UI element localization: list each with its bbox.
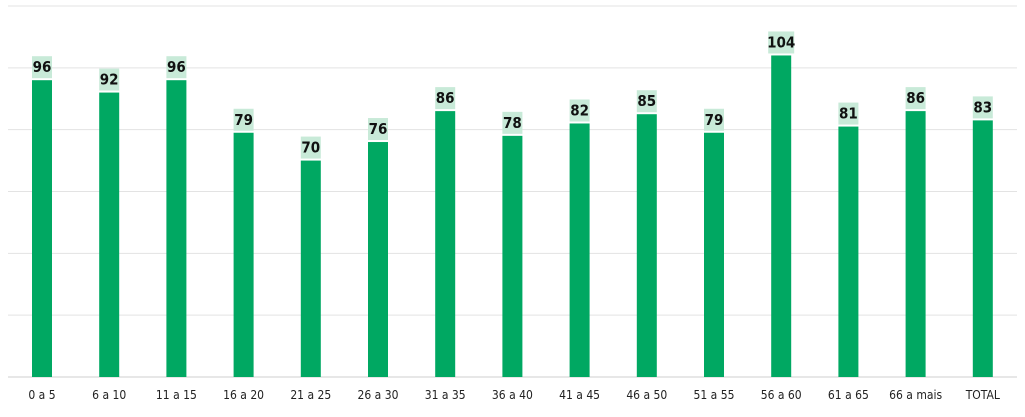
x-tick-label: 56 a 60 (761, 388, 802, 402)
data-label: 86 (906, 89, 925, 107)
x-tick-label: 41 a 45 (559, 388, 600, 402)
data-label-background (905, 87, 926, 110)
bar (905, 111, 926, 377)
bar (166, 80, 187, 377)
data-label-background (99, 68, 120, 91)
data-label: 70 (301, 139, 320, 157)
data-label-background (502, 111, 523, 134)
bar (636, 114, 657, 377)
x-tick-label: TOTAL (965, 388, 1000, 402)
data-label-background (636, 90, 657, 113)
data-label-background (569, 99, 590, 122)
data-label: 83 (973, 98, 992, 116)
data-label: 82 (570, 101, 589, 119)
x-tick-label: 26 a 30 (358, 388, 399, 402)
bar (368, 142, 388, 377)
data-label-background (838, 102, 859, 125)
data-label: 96 (33, 58, 52, 76)
data-label-background (300, 136, 321, 159)
x-tick-label: 16 a 20 (223, 388, 264, 402)
x-tick-label: 51 a 55 (694, 388, 735, 402)
bar (972, 120, 993, 378)
bar (771, 55, 792, 377)
data-label: 104 (767, 33, 795, 51)
bar (569, 123, 590, 377)
data-label: 78 (503, 114, 522, 132)
bar (300, 160, 321, 377)
data-label: 76 (369, 120, 388, 138)
x-tick-label: 31 a 35 (425, 388, 466, 402)
x-tick-label: 61 a 65 (828, 388, 869, 402)
x-axis-tick-labels: 0 a 5 6 a 10 11 a 15 16 a 20 21 a 25 26 a 30 3… (28, 388, 999, 402)
x-tick-label: 11 a 15 (156, 388, 197, 402)
bars (32, 55, 993, 378)
bar (233, 132, 254, 377)
bar (704, 132, 724, 377)
bar (838, 126, 859, 377)
data-label: 85 (637, 92, 656, 110)
bar (32, 80, 52, 377)
bar (502, 135, 523, 377)
bar (99, 92, 120, 378)
data-label-background (435, 87, 456, 110)
data-label-background (704, 108, 724, 131)
data-label-background (32, 56, 52, 79)
data-label: 96 (167, 58, 186, 76)
x-tick-label: 66 a mais (889, 388, 942, 402)
data-label: 86 (436, 89, 455, 107)
x-tick-label: 36 a 40 (492, 388, 533, 402)
data-label: 92 (100, 71, 119, 89)
data-label-background (166, 56, 187, 79)
data-labels: 96 92 96 79 70 76 86 78 82 85 79 104 81 86 83 (32, 31, 993, 159)
data-label: 79 (705, 111, 724, 129)
x-tick-label: 6 a 10 (92, 388, 126, 402)
x-tick-label: 21 a 25 (290, 388, 331, 402)
data-label: 79 (234, 111, 253, 129)
data-label-background (368, 118, 388, 141)
x-tick-label: 0 a 5 (28, 388, 55, 402)
bar (435, 111, 456, 377)
data-label-background (233, 108, 254, 131)
x-tick-label: 46 a 50 (626, 388, 667, 402)
data-label-background (768, 31, 795, 54)
data-label-background (972, 96, 993, 119)
data-label: 81 (839, 105, 858, 123)
